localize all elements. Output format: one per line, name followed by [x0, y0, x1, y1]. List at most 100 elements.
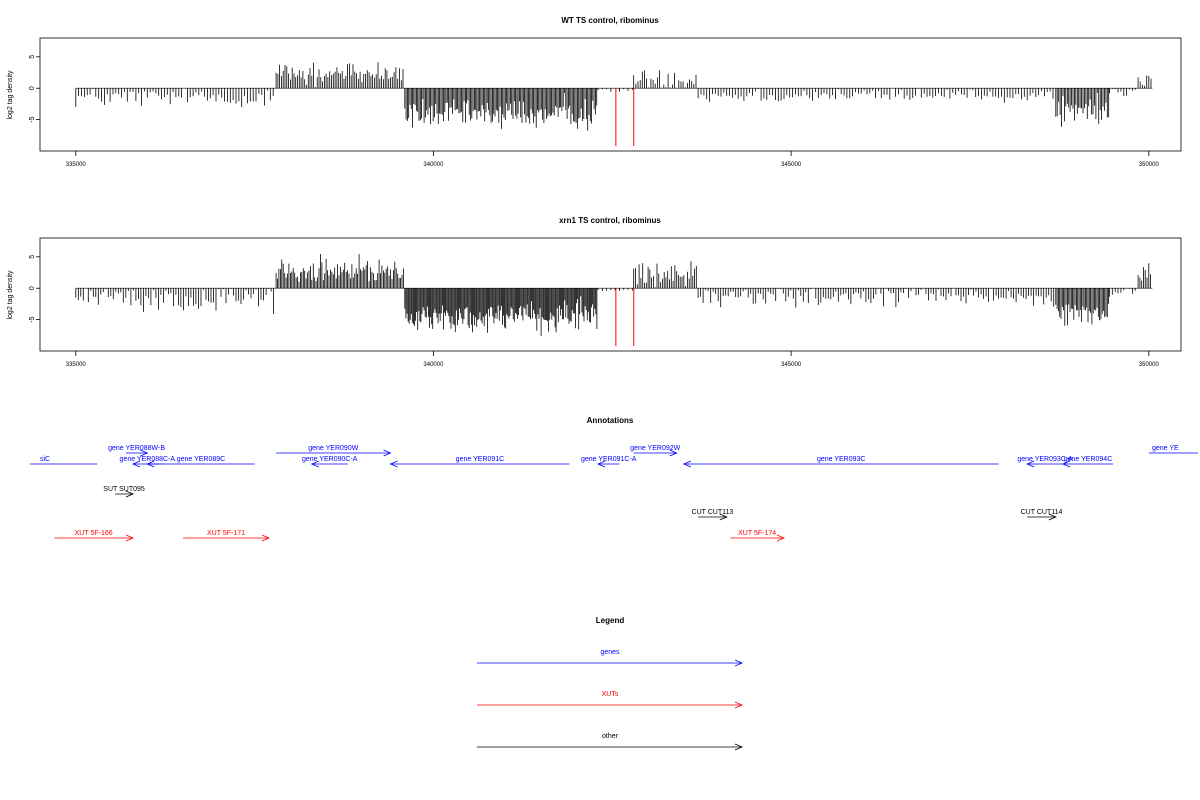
legend-label: other	[602, 733, 619, 740]
x-axis: 335000 340000 345000 350000	[66, 351, 1160, 368]
feature-arrowhead	[776, 534, 785, 542]
legend-items: genes XUTs other	[477, 649, 744, 751]
feature-gene: gene YER091C	[389, 456, 570, 468]
x-tick-label: 340000	[423, 362, 444, 368]
x-tick-label: 350000	[1139, 162, 1160, 168]
feature-label: XUT 5F-171	[207, 530, 245, 537]
x-tick-label: 335000	[66, 162, 87, 168]
feature-gene: gene YER090C-A	[302, 456, 358, 468]
y-tick-label: 5	[29, 255, 36, 259]
density-panel-xrn1: xrn1 TS control, ribominus log2 tag dens…	[7, 216, 1182, 368]
feature-arrowhead	[669, 449, 678, 457]
feature-arrowhead	[682, 460, 691, 468]
feature-gene: siC	[30, 456, 98, 465]
density-bar-path	[75, 62, 1152, 131]
plot-frame	[39, 37, 1182, 152]
feature-xut: XUT 5F-166	[54, 530, 135, 542]
feature-arrowhead	[1026, 460, 1035, 468]
annotations-track: Annotations siC gene YER088W-B gene YER088…	[30, 416, 1198, 542]
feature-gene: gene YER094C	[1061, 456, 1114, 468]
feature-arrowhead	[389, 460, 398, 468]
feature-label: gene YER094C	[1064, 456, 1113, 463]
feature-arrowhead	[383, 449, 392, 457]
legend-title: Legend	[596, 616, 625, 625]
feature-xut: XUT 5F-171	[183, 530, 270, 542]
panel-title: WT TS control, ribominus	[561, 16, 659, 25]
feature-label: CUT CUT114	[1021, 509, 1063, 516]
y-axis-label: log2 tag density	[7, 270, 14, 320]
feature-label: XUT 5F-174	[738, 530, 776, 537]
density-panel-wt: WT TS control, ribominus log2 tag densit…	[7, 16, 1182, 168]
feature-other: CUT CUT114	[1021, 509, 1063, 521]
feature-label: gene YER091C	[456, 456, 505, 463]
legend-label: genes	[600, 649, 620, 656]
x-tick-label: 350000	[1139, 362, 1160, 368]
feature-gene: gene YER088W-B	[108, 445, 165, 457]
density-bar-path	[75, 254, 1151, 336]
feature-label: gene YER093C	[817, 456, 866, 463]
feature-gene: gene YER089C	[146, 456, 255, 468]
feature-label: gene YER090C-A	[302, 456, 358, 463]
feature-other: CUT CUT113	[692, 509, 734, 521]
legend-arrowhead	[734, 743, 744, 751]
y-tick-label: -5	[29, 116, 36, 122]
x-tick-label: 340000	[423, 162, 444, 168]
feature-arrowhead	[310, 460, 319, 468]
feature-gene: gene YER093C-A	[1017, 456, 1073, 468]
panel-title: xrn1 TS control, ribominus	[559, 216, 661, 225]
legend-arrowhead	[734, 659, 744, 667]
feature-label: gene YER089C	[177, 456, 226, 463]
feature-label: gene YER092W	[630, 445, 680, 452]
feature-arrowhead	[1048, 513, 1057, 521]
feature-xut: XUT 5F-174	[730, 530, 785, 542]
legend-item: XUTs	[477, 691, 744, 709]
feature-label: gene YER088C-A	[120, 456, 176, 463]
feature-arrowhead	[719, 513, 728, 521]
legend: Legend genes XUTs other	[477, 616, 744, 751]
feature-label: XUT 5F-166	[75, 530, 113, 537]
feature-label: gene YER088W-B	[108, 445, 165, 452]
x-tick-label: 345000	[781, 162, 802, 168]
feature-arrowhead	[1061, 460, 1071, 468]
legend-arrowhead	[734, 701, 744, 709]
feature-arrowhead	[146, 460, 155, 468]
y-axis: -5 0 5	[29, 55, 40, 123]
feature-gene: gene YER090W	[276, 445, 392, 457]
density-bars	[75, 254, 1153, 336]
feature-arrowhead	[125, 490, 135, 498]
red-markers	[615, 88, 635, 146]
plot-frame	[39, 237, 1182, 352]
feature-arrowhead	[261, 534, 270, 542]
y-axis-label: log2 tag density	[7, 70, 14, 120]
feature-label: gene YER090W	[308, 445, 358, 452]
y-tick-label: 0	[29, 86, 36, 90]
y-tick-label: 0	[29, 286, 36, 290]
legend-item: genes	[477, 649, 744, 667]
feature-gene: gene YER093C	[682, 456, 999, 468]
feature-label: CUT CUT113	[692, 509, 734, 516]
density-bars	[75, 62, 1153, 131]
feature-gene: gene YE	[1148, 445, 1198, 454]
feature-arrowhead	[131, 460, 141, 468]
feature-other: SUT SUT095	[103, 486, 145, 498]
x-tick-label: 345000	[781, 362, 802, 368]
feature-label: gene YER093C-A	[1017, 456, 1073, 463]
feature-gene: gene YER091C-A	[581, 456, 637, 468]
y-axis: -5 0 5	[29, 255, 40, 323]
x-axis: 335000 340000 345000 350000	[66, 151, 1160, 168]
feature-arrowhead	[140, 449, 149, 457]
legend-label: XUTs	[602, 691, 619, 698]
feature-label: gene YE	[1152, 445, 1179, 452]
feature-label: gene YER091C-A	[581, 456, 637, 463]
legend-item: other	[477, 733, 744, 751]
feature-arrowhead	[596, 460, 606, 468]
annotations-title: Annotations	[587, 416, 634, 425]
feature-label: SUT SUT095	[103, 486, 145, 493]
feature-arrowhead	[125, 534, 135, 542]
feature-gene: gene YER092W	[630, 445, 681, 457]
y-tick-label: 5	[29, 55, 36, 59]
y-tick-label: -5	[29, 316, 36, 322]
